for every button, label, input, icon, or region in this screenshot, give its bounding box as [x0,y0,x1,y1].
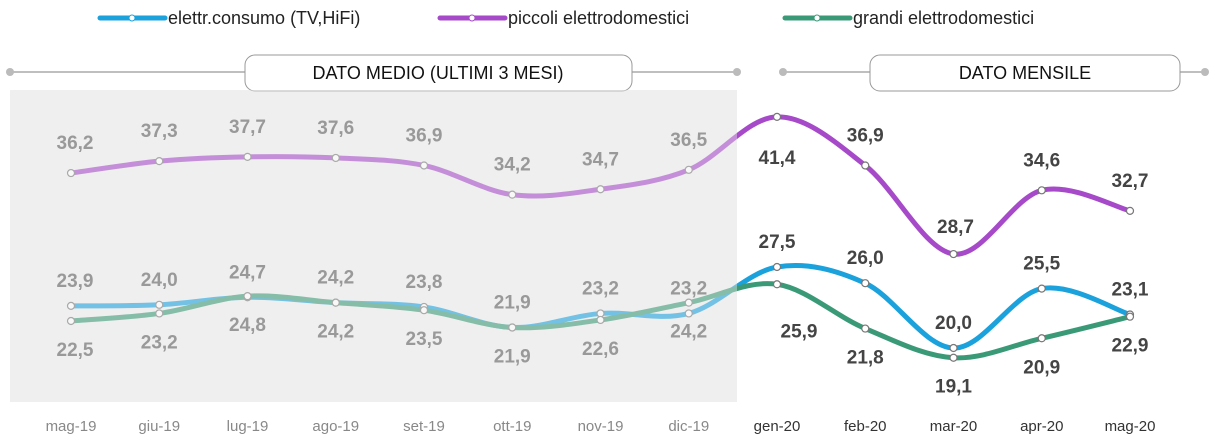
value-label: 37,7 [229,117,266,138]
value-label: 23,2 [670,278,707,299]
point-marker [331,298,340,307]
value-label: 23,5 [406,329,443,350]
point-marker [1037,334,1046,343]
point-marker [684,298,693,307]
legend-marker [813,14,821,22]
point-marker [949,249,958,259]
point-marker [155,309,164,318]
value-label: 24,7 [229,262,266,283]
x-tick-label: lug-19 [227,418,269,435]
x-tick-label: apr-20 [1020,418,1063,435]
point-marker [684,165,693,174]
value-label: 34,7 [582,149,619,170]
point-marker [1037,284,1046,293]
point-marker [596,315,605,325]
value-label: 20,0 [935,313,972,334]
point-marker [949,353,958,362]
value-label: 34,6 [1023,150,1060,171]
point-marker [155,300,164,309]
point-marker [596,185,605,194]
point-marker [419,161,429,170]
value-label: 23,2 [582,278,619,299]
point-marker [1037,186,1046,195]
value-label: 41,4 [759,148,796,169]
point-marker [861,279,870,288]
x-tick-label: giu-19 [138,418,180,435]
point-marker [772,280,782,289]
value-label: 37,3 [141,121,178,142]
x-tick-label: feb-20 [844,418,887,435]
value-label: 36,9 [847,125,884,146]
x-tick-label: gen-20 [754,418,801,435]
value-label: 19,1 [935,377,972,398]
value-label: 24,2 [670,322,707,343]
value-label: 24,2 [317,322,354,343]
point-marker [419,306,429,315]
value-label: 24,0 [141,270,178,291]
point-marker [772,112,782,121]
point-marker [66,168,76,178]
value-label: 24,2 [317,268,354,289]
point-marker [1125,206,1135,215]
value-label: 23,8 [406,272,443,293]
x-tick-label: ago-19 [312,418,359,435]
value-label: 28,7 [937,217,974,238]
value-label: 37,6 [317,118,354,139]
x-tick-label: mag-20 [1105,418,1156,435]
point-marker [772,262,782,272]
section-label: DATO MENSILE [959,63,1091,83]
legend-label: elettr.consumo (TV,HiFi) [168,8,360,28]
value-label: 26,0 [847,248,884,269]
x-tick-label: nov-19 [578,418,624,435]
value-label: 27,5 [759,232,796,253]
value-label: 21,8 [847,348,884,369]
average-area [10,90,737,402]
value-label: 24,8 [229,315,266,336]
value-label: 36,5 [670,130,707,151]
section-label: DATO MEDIO (ULTIMI 3 MESI) [312,63,563,83]
legend-label: grandi elettrodomestici [853,8,1034,28]
point-marker [861,161,870,170]
x-tick-label: set-19 [403,418,445,435]
value-label: 23,1 [1112,280,1149,301]
value-label: 21,9 [494,346,531,367]
average-fade [10,90,737,402]
point-marker [949,343,958,353]
value-label: 22,9 [1112,336,1149,357]
value-label: 34,2 [494,155,531,176]
point-marker [66,301,76,310]
x-tick-label: mar-20 [930,418,978,435]
point-marker [861,324,870,333]
point-marker [66,316,76,326]
legend-marker [128,14,136,22]
point-marker [1125,312,1135,321]
legend-label: piccoli elettrodomestici [508,8,689,28]
point-marker [684,309,693,318]
point-marker [508,190,517,199]
legend-marker [468,14,476,22]
value-label: 36,2 [57,133,94,154]
value-label: 23,2 [141,332,178,353]
section-monthly: DATO MENSILE [779,54,1209,92]
point-marker [155,157,164,166]
point-marker [243,292,252,301]
point-marker [331,153,340,163]
value-label: 23,9 [57,271,94,292]
value-label: 25,9 [781,321,818,342]
value-label: 36,9 [406,125,443,146]
section-average: DATO MEDIO (ULTIMI 3 MESI) [6,54,741,92]
x-tick-label: ott-19 [493,418,531,435]
value-label: 22,6 [582,339,619,360]
point-marker [508,323,517,332]
value-label: 21,9 [494,292,531,313]
value-label: 32,7 [1112,171,1149,192]
value-label: 20,9 [1023,357,1060,378]
value-label: 22,5 [57,340,94,361]
x-tick-label: dic-19 [668,418,709,435]
value-label: 25,5 [1023,254,1060,275]
point-marker [243,152,252,161]
x-tick-label: mag-19 [46,418,97,435]
